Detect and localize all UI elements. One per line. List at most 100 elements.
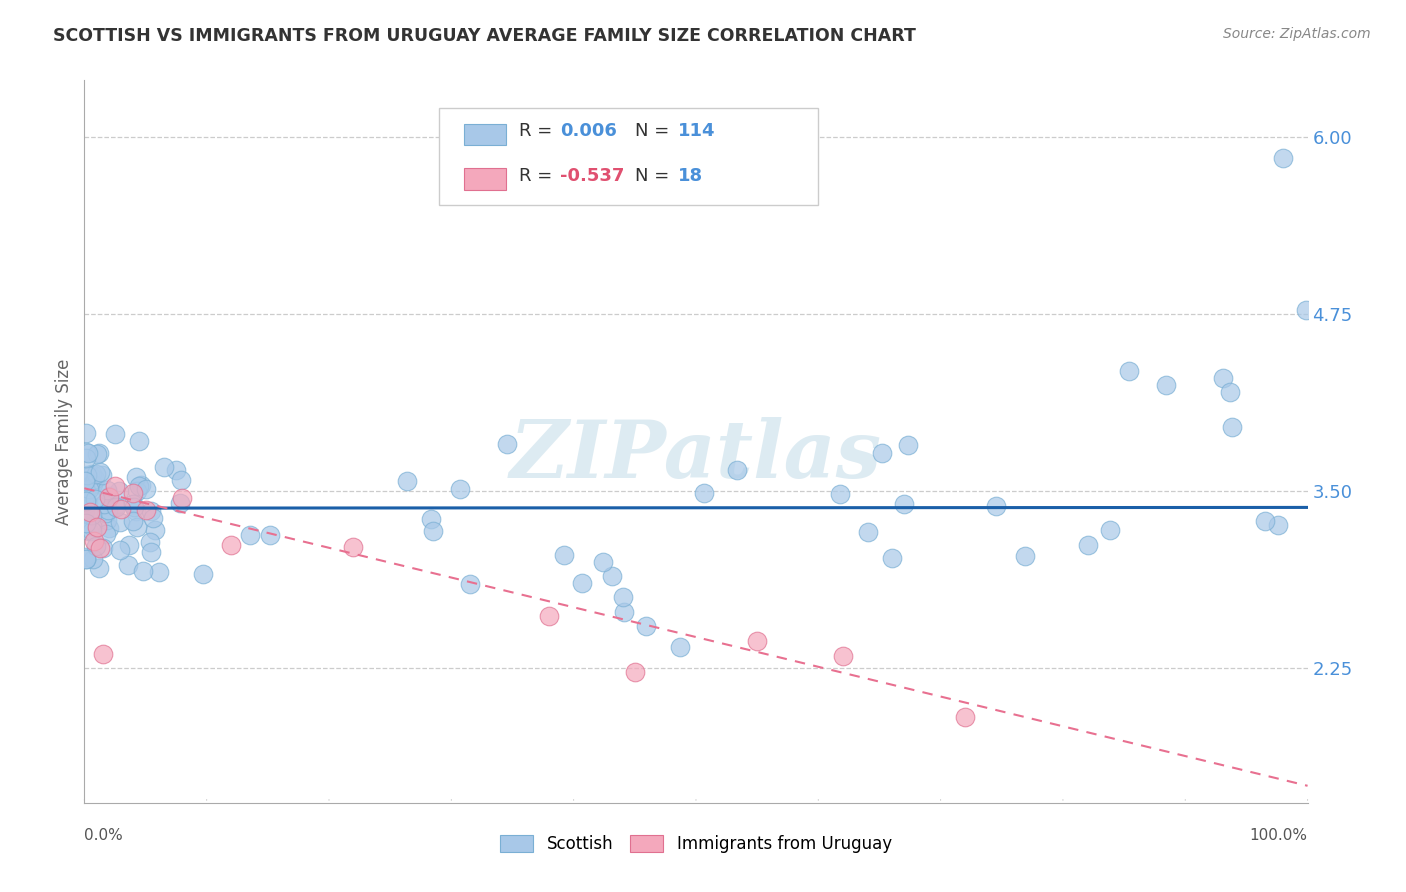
Point bbox=[75, 450, 97, 465]
Point bbox=[104, 499, 127, 513]
Point bbox=[135, 503, 157, 517]
Point bbox=[135, 482, 157, 496]
Point bbox=[693, 485, 716, 500]
Point bbox=[82, 477, 104, 491]
Point bbox=[121, 497, 143, 511]
Point bbox=[191, 566, 214, 581]
Point bbox=[75, 552, 97, 566]
Point bbox=[1220, 420, 1243, 434]
Point bbox=[110, 542, 132, 557]
Point bbox=[73, 490, 96, 504]
Point bbox=[634, 618, 657, 632]
Point bbox=[110, 515, 132, 529]
Point bbox=[79, 482, 101, 496]
Point bbox=[87, 561, 110, 575]
Point bbox=[747, 633, 769, 648]
Point bbox=[83, 491, 105, 506]
Point bbox=[124, 500, 146, 514]
Point bbox=[1219, 384, 1241, 399]
Text: 114: 114 bbox=[678, 122, 716, 140]
Point bbox=[880, 551, 903, 566]
Point bbox=[259, 527, 281, 541]
Point bbox=[89, 446, 111, 460]
Y-axis label: Average Family Size: Average Family Size bbox=[55, 359, 73, 524]
Point bbox=[893, 497, 915, 511]
Point bbox=[153, 459, 176, 474]
Point bbox=[75, 516, 97, 530]
Point bbox=[96, 513, 118, 527]
Point bbox=[553, 548, 575, 562]
FancyBboxPatch shape bbox=[439, 108, 818, 205]
Point bbox=[77, 495, 100, 509]
Point bbox=[94, 527, 117, 541]
Point bbox=[79, 467, 101, 482]
Point bbox=[97, 489, 120, 503]
Legend: Scottish, Immigrants from Uruguay: Scottish, Immigrants from Uruguay bbox=[494, 828, 898, 860]
Point bbox=[73, 474, 96, 488]
Point bbox=[93, 497, 115, 511]
Point bbox=[89, 465, 111, 479]
Point bbox=[104, 479, 127, 493]
Point bbox=[79, 505, 101, 519]
Point bbox=[1077, 538, 1099, 552]
Point bbox=[139, 504, 162, 518]
Text: 0.0%: 0.0% bbox=[84, 829, 124, 843]
FancyBboxPatch shape bbox=[464, 169, 506, 190]
Point bbox=[342, 540, 364, 554]
Point bbox=[132, 564, 155, 578]
Point bbox=[86, 519, 108, 533]
Point bbox=[75, 425, 97, 440]
Point bbox=[125, 504, 148, 518]
Point bbox=[139, 534, 162, 549]
Point bbox=[129, 478, 152, 492]
Point bbox=[83, 533, 105, 548]
Point bbox=[1014, 549, 1036, 563]
Point bbox=[76, 467, 98, 482]
Point bbox=[165, 463, 187, 477]
Point bbox=[143, 523, 166, 537]
Point bbox=[668, 640, 690, 654]
Text: -0.537: -0.537 bbox=[560, 167, 624, 185]
Point bbox=[82, 519, 104, 533]
Point bbox=[97, 490, 120, 504]
Point bbox=[104, 426, 127, 441]
Point bbox=[86, 447, 108, 461]
Point bbox=[830, 487, 852, 501]
Point bbox=[1212, 371, 1234, 385]
Point bbox=[396, 475, 419, 489]
Text: ZIPatlas: ZIPatlas bbox=[510, 417, 882, 495]
Point bbox=[612, 591, 634, 605]
Point bbox=[495, 436, 517, 450]
Point bbox=[117, 558, 139, 573]
Point bbox=[125, 483, 148, 498]
Point bbox=[79, 508, 101, 522]
Point bbox=[148, 566, 170, 580]
Point bbox=[75, 550, 97, 565]
Point bbox=[107, 484, 129, 499]
Point bbox=[1118, 364, 1140, 378]
Point bbox=[122, 486, 145, 500]
Point bbox=[75, 493, 97, 508]
Point bbox=[91, 541, 114, 555]
Point bbox=[75, 445, 97, 459]
Text: SCOTTISH VS IMMIGRANTS FROM URUGUAY AVERAGE FAMILY SIZE CORRELATION CHART: SCOTTISH VS IMMIGRANTS FROM URUGUAY AVER… bbox=[53, 27, 917, 45]
Point bbox=[592, 555, 614, 569]
Point bbox=[75, 551, 97, 566]
Text: N =: N = bbox=[636, 122, 675, 140]
Point bbox=[172, 491, 194, 505]
Point bbox=[449, 482, 471, 496]
Text: N =: N = bbox=[636, 167, 675, 185]
Point bbox=[75, 503, 97, 517]
Point bbox=[84, 539, 107, 553]
Point bbox=[97, 503, 120, 517]
Point bbox=[118, 538, 141, 552]
Point bbox=[142, 511, 165, 525]
Point bbox=[613, 605, 636, 619]
Point bbox=[984, 500, 1007, 514]
Point bbox=[458, 576, 481, 591]
Point bbox=[856, 524, 879, 539]
Point bbox=[170, 473, 193, 487]
Point bbox=[97, 521, 120, 535]
Point bbox=[725, 463, 748, 477]
Point bbox=[1267, 518, 1289, 533]
